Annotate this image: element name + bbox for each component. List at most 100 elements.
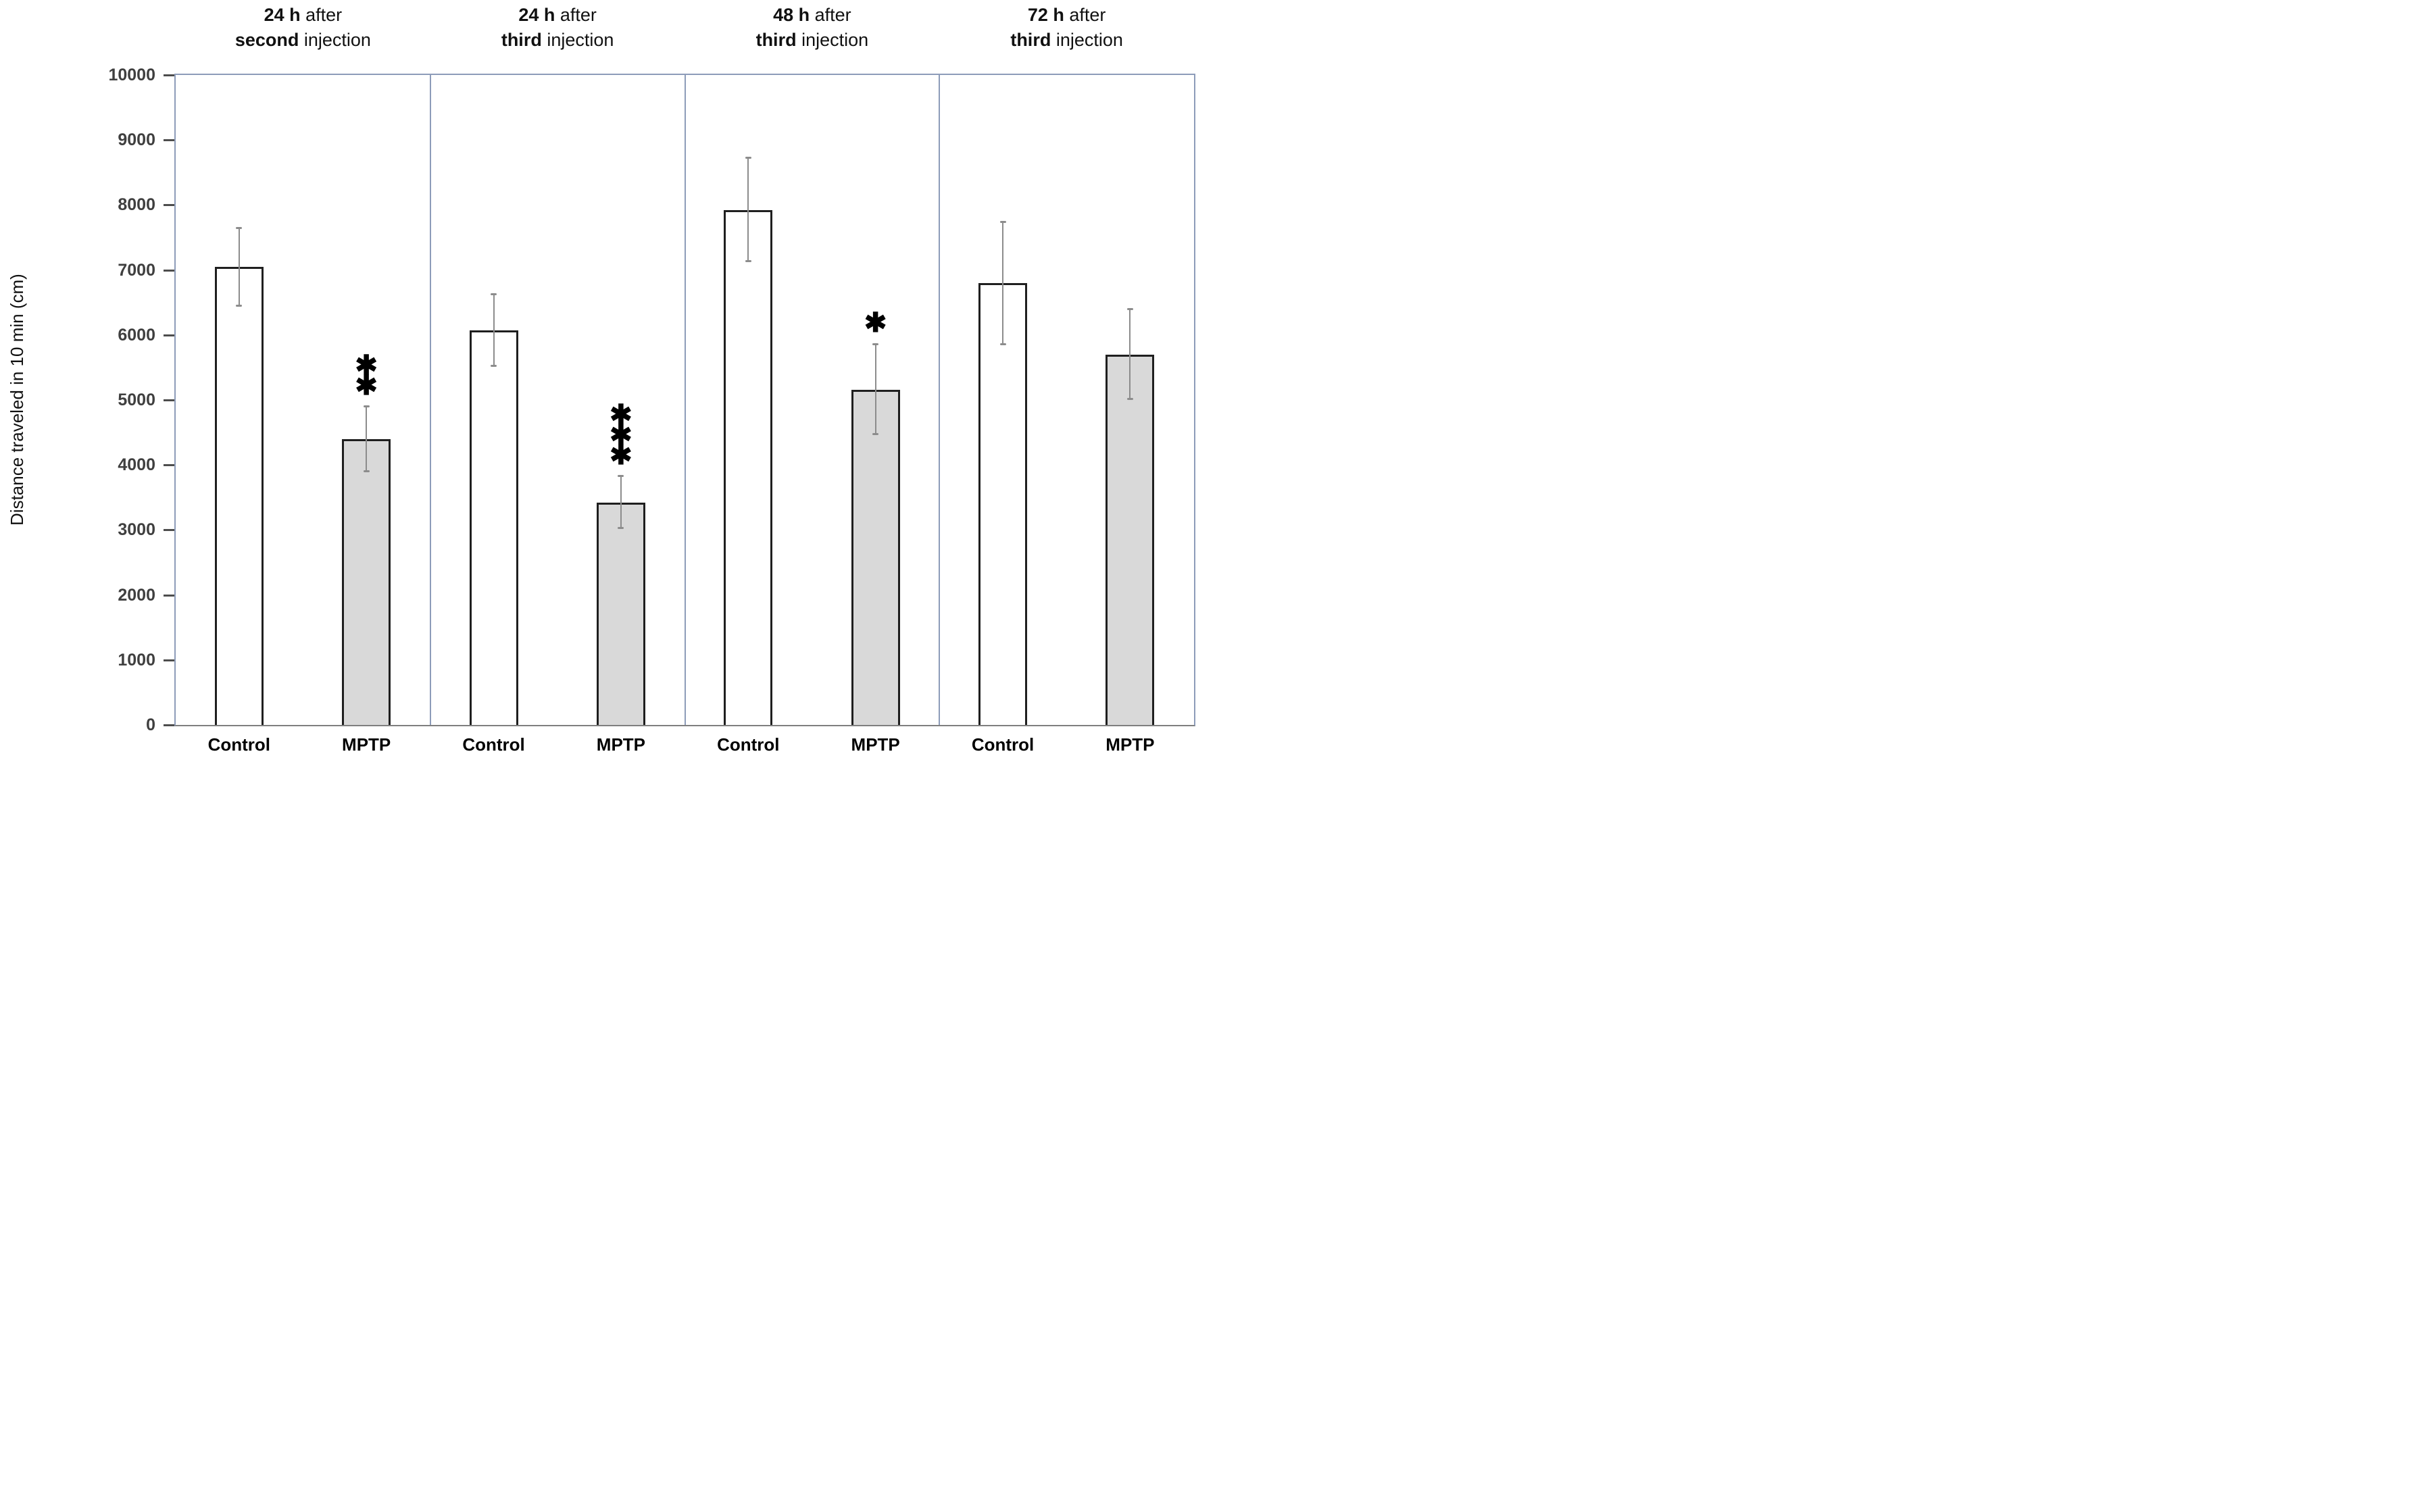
error-bar-cap — [1126, 397, 1133, 400]
y-tick-label: 8000 — [118, 195, 155, 215]
error-bar-cap — [491, 293, 497, 295]
y-tick-mark — [164, 529, 174, 532]
error-bar — [620, 476, 622, 528]
y-tick-label: 7000 — [118, 260, 155, 280]
y-tick-label: 10000 — [108, 66, 155, 84]
x-tick-label-control: Control — [207, 734, 270, 755]
panel-title-line: third injection — [685, 28, 940, 53]
significance-marker: ✱ — [849, 308, 903, 338]
asterisk-glyph: ✱ — [355, 350, 378, 380]
panel-title-regular-text: after — [810, 5, 851, 25]
error-bar-cap — [363, 405, 370, 408]
panel-title-regular-text: after — [300, 5, 343, 25]
x-tick-label-mptp: MPTP — [1106, 734, 1155, 755]
y-tick-label: 3000 — [118, 520, 155, 540]
error-bar — [1002, 222, 1004, 345]
panel-title: 24 h after second injection — [176, 3, 430, 53]
x-tick-label-mptp: MPTP — [851, 734, 900, 755]
bar-control — [469, 330, 518, 725]
panel-title-regular-text: after — [1064, 5, 1106, 25]
asterisk-glyph: ✱ — [355, 370, 378, 401]
y-tick-label: 6000 — [118, 325, 155, 345]
bar-mptp — [342, 438, 391, 725]
panel-title-regular-text: injection — [299, 30, 371, 50]
panel-divider — [939, 75, 941, 725]
error-bar — [874, 344, 876, 434]
bar-control — [214, 266, 264, 725]
error-bar-cap — [236, 305, 243, 307]
panel-title-line: 24 h after — [430, 3, 685, 28]
error-bar-cap — [745, 156, 751, 159]
error-bar-cap — [363, 470, 370, 473]
panel-title-bold-text: 48 h — [773, 5, 810, 25]
error-bar-cap — [491, 364, 497, 367]
panel-title-bold-text: 24 h — [264, 5, 301, 25]
y-tick-mark — [164, 204, 174, 207]
asterisk-glyph: ✱ — [610, 420, 632, 450]
error-bar — [493, 294, 495, 366]
panel-title-regular-text: injection — [1051, 30, 1123, 50]
x-tick-label-control: Control — [971, 734, 1035, 755]
y-tick-mark — [164, 334, 174, 336]
error-bar-cap — [1126, 307, 1133, 310]
panel-title-bold-text: third — [1010, 30, 1051, 50]
panel-title: 72 h after third injection — [939, 3, 1194, 53]
error-bar-cap — [745, 259, 751, 262]
y-tick-mark — [164, 659, 174, 661]
x-tick-label-mptp: MPTP — [596, 734, 646, 755]
error-bar-cap — [872, 343, 879, 345]
panel-title-regular-text: injection — [796, 30, 869, 50]
panel-divider — [684, 75, 686, 725]
y-tick-label: 9000 — [118, 130, 155, 150]
panel-title-bold-text: 24 h — [518, 5, 555, 25]
y-tick-mark — [164, 74, 174, 76]
asterisk-glyph: ✱ — [610, 399, 632, 430]
error-bar — [238, 228, 240, 306]
bar-mptp — [851, 389, 900, 725]
error-bar-cap — [872, 433, 879, 436]
bar-chart-figure: Distance traveled in 10 min (cm) 24 h af… — [0, 0, 1204, 756]
y-tick-mark — [164, 139, 174, 142]
error-bar — [747, 157, 749, 261]
y-tick-mark — [164, 464, 174, 467]
bar-mptp — [596, 502, 645, 725]
error-bar-cap — [999, 343, 1006, 345]
error-bar-cap — [618, 475, 624, 478]
asterisk-glyph: ✱ — [864, 308, 887, 338]
bar-control — [978, 282, 1028, 725]
panel-title: 24 h after third injection — [430, 3, 685, 53]
panel-title-regular-text: after — [555, 5, 597, 25]
y-axis-title: Distance traveled in 10 min (cm) — [7, 274, 27, 526]
panel-title-line: third injection — [939, 28, 1194, 53]
panel-title-line: second injection — [176, 28, 430, 53]
y-tick-label: 5000 — [118, 390, 155, 409]
error-bar — [366, 406, 368, 472]
error-bar-cap — [618, 527, 624, 529]
y-tick-label: 1000 — [118, 650, 155, 670]
error-bar — [1129, 309, 1131, 399]
panel-title-line: 48 h after — [685, 3, 940, 28]
panel-title-bold-text: second — [234, 30, 299, 50]
panel-title: 48 h after third injection — [685, 3, 940, 53]
error-bar-cap — [999, 220, 1006, 223]
panel-title-bold-text: third — [755, 30, 797, 50]
panel-title-regular-text: injection — [541, 30, 614, 50]
bar-mptp — [1106, 354, 1155, 725]
significance-marker: ✱ ✱ — [339, 350, 393, 401]
panel-title-bold-text: 72 h — [1027, 5, 1064, 25]
y-tick-mark — [164, 724, 174, 726]
y-tick-mark — [164, 594, 174, 597]
asterisk-glyph: ✱ — [610, 440, 632, 470]
plot-area: ✱ ✱ ✱ ✱ ✱ ✱ — [174, 74, 1195, 726]
panel-title-line: third injection — [430, 28, 685, 53]
panel-title-bold-text: third — [501, 30, 542, 50]
y-tick-mark — [164, 269, 174, 272]
x-tick-label-mptp: MPTP — [342, 734, 391, 755]
panel-title-line: 72 h after — [939, 3, 1194, 28]
bar-control — [724, 210, 773, 725]
y-tick-label: 0 — [146, 715, 155, 734]
x-tick-label-control: Control — [462, 734, 525, 755]
y-tick-mark — [164, 399, 174, 401]
x-tick-label-control: Control — [717, 734, 780, 755]
y-tick-label: 4000 — [118, 455, 155, 475]
